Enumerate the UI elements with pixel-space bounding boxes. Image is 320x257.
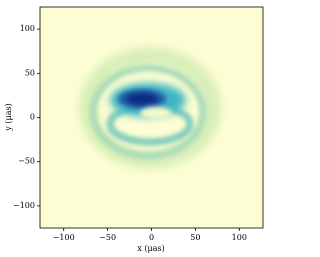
ring	[89, 64, 207, 160]
x-tick-label: 100	[232, 233, 247, 242]
image	[79, 47, 221, 169]
y-tick-label: −100	[13, 201, 35, 210]
shadow	[140, 107, 172, 119]
y-tick-label: −50	[18, 157, 35, 166]
chart: x (μas) y (μas) −100 −50 0 50 100 −100 −50 0 50 1…	[4, 6, 264, 253]
x-axis-label: x (μas)	[137, 244, 164, 253]
y-axis-label: y (μas)	[4, 103, 13, 131]
y-tick-label: 0	[30, 113, 35, 122]
y-tick-label: 50	[25, 68, 35, 77]
x-tick-label: 50	[190, 233, 200, 242]
x-tick-label: 0	[149, 233, 154, 242]
x-tick-label: −100	[53, 233, 75, 242]
x-tick-label: −50	[99, 233, 116, 242]
y-tick-label: 100	[20, 24, 35, 33]
outer-haze	[79, 47, 221, 169]
core-dark	[126, 93, 158, 105]
